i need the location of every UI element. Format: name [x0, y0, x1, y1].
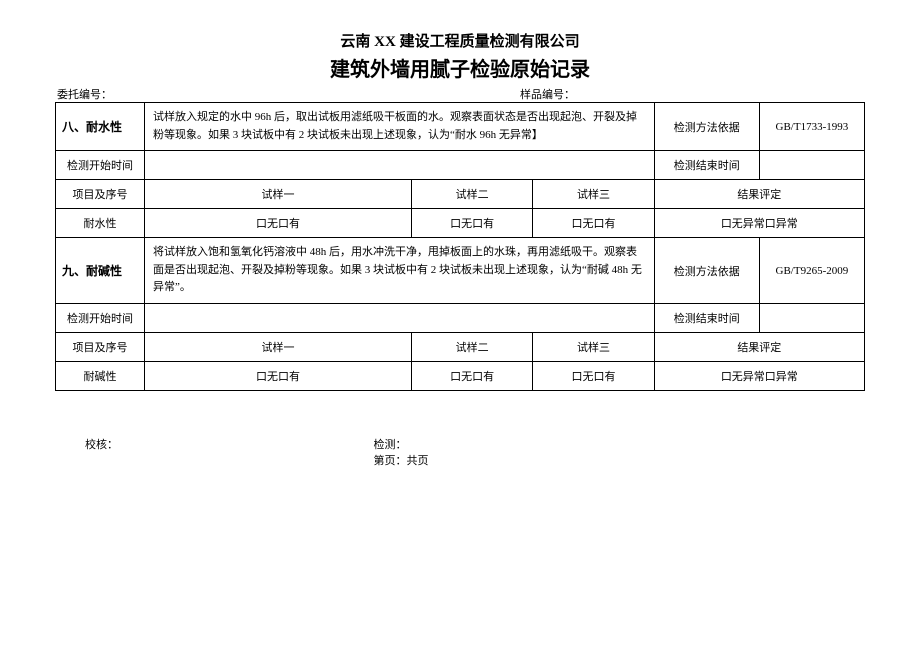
- table-row: 九、耐碱性 将试样放入饱和氢氧化钙溶液中 48h 后，用水冲洗干净，甩掉板面上的…: [56, 238, 865, 304]
- sample2-header: 试样二: [411, 332, 532, 361]
- method-label: 检测方法依据: [654, 238, 759, 304]
- start-time-value: [144, 151, 654, 180]
- end-time-value: [759, 151, 864, 180]
- table-row: 八、耐水性 试样放入规定的水中 96h 后，取出试板用滤纸吸干板面的水。观察表面…: [56, 103, 865, 151]
- doc-title: 建筑外墙用腻子检验原始记录: [55, 53, 865, 82]
- start-time-label: 检测开始时间: [56, 151, 145, 180]
- start-time-value: [144, 303, 654, 332]
- end-time-label: 检测结束时间: [654, 303, 759, 332]
- record-table: 八、耐水性 试样放入规定的水中 96h 后，取出试板用滤纸吸干板面的水。观察表面…: [55, 102, 865, 391]
- result-header: 结果评定: [654, 180, 864, 209]
- cell-s2: 口无口有: [411, 361, 532, 390]
- section8-heading: 八、耐水性: [56, 103, 145, 151]
- page-label: 第页：共页: [373, 455, 428, 467]
- method-value: GB/T1733-1993: [759, 103, 864, 151]
- item-label: 项目及序号: [56, 332, 145, 361]
- company-title: 云南 XX 建设工程质量检测有限公司: [55, 30, 865, 51]
- tester-label: 检测：: [373, 439, 406, 451]
- method-label: 检测方法依据: [654, 103, 759, 151]
- sample1-header: 试样一: [144, 332, 411, 361]
- section9-heading: 九、耐碱性: [56, 238, 145, 304]
- table-row: 检测开始时间 检测结束时间: [56, 303, 865, 332]
- sample3-header: 试样三: [533, 180, 654, 209]
- row-name: 耐碱性: [56, 361, 145, 390]
- sample2-header: 试样二: [411, 180, 532, 209]
- table-row: 耐水性 口无口有 口无口有 口无口有 口无异常口异常: [56, 209, 865, 238]
- table-row: 项目及序号 试样一 试样二 试样三 结果评定: [56, 332, 865, 361]
- table-row: 检测开始时间 检测结束时间: [56, 151, 865, 180]
- result-cell: 口无异常口异常: [654, 361, 864, 390]
- cell-s2: 口无口有: [411, 209, 532, 238]
- entrust-no: 委托编号：: [57, 86, 400, 102]
- section9-description: 将试样放入饱和氢氧化钙溶液中 48h 后，用水冲洗干净，甩掉板面上的水珠，再用滤…: [144, 238, 654, 304]
- cell-s3: 口无口有: [533, 361, 654, 390]
- cell-s1: 口无口有: [144, 361, 411, 390]
- end-time-value: [759, 303, 864, 332]
- result-cell: 口无异常口异常: [654, 209, 864, 238]
- reviewer-label: 校核：: [85, 436, 373, 468]
- item-label: 项目及序号: [56, 180, 145, 209]
- start-time-label: 检测开始时间: [56, 303, 145, 332]
- cell-s1: 口无口有: [144, 209, 411, 238]
- cell-s3: 口无口有: [533, 209, 654, 238]
- sample1-header: 试样一: [144, 180, 411, 209]
- sample3-header: 试样三: [533, 332, 654, 361]
- result-header: 结果评定: [654, 332, 864, 361]
- row-name: 耐水性: [56, 209, 145, 238]
- table-row: 项目及序号 试样一 试样二 试样三 结果评定: [56, 180, 865, 209]
- footer: 校核： 检测： 第页：共页: [55, 436, 865, 468]
- method-value: GB/T9265-2009: [759, 238, 864, 304]
- end-time-label: 检测结束时间: [654, 151, 759, 180]
- sample-no: 样品编号：: [400, 86, 863, 102]
- section8-description: 试样放入规定的水中 96h 后，取出试板用滤纸吸干板面的水。观察表面状态是否出现…: [144, 103, 654, 151]
- table-row: 耐碱性 口无口有 口无口有 口无口有 口无异常口异常: [56, 361, 865, 390]
- meta-row: 委托编号： 样品编号：: [55, 86, 865, 102]
